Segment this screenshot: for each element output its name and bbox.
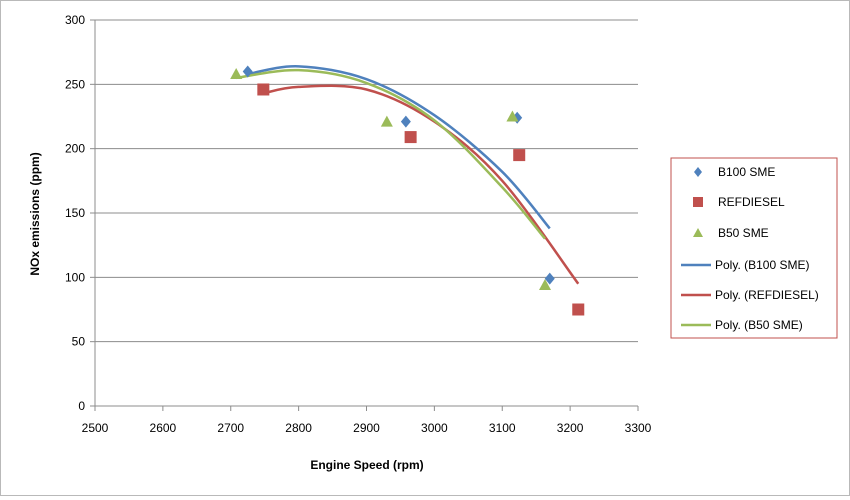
y-axis-title: NOx emissions (ppm) bbox=[28, 152, 42, 275]
y-tick-label-150: 150 bbox=[65, 206, 85, 220]
data-point-series3-3 bbox=[506, 110, 519, 122]
data-point-series2-3 bbox=[513, 149, 526, 162]
x-tick-label-3100: 3100 bbox=[489, 421, 516, 435]
data-point-series3-2 bbox=[380, 115, 393, 127]
legend-marker-1 bbox=[694, 167, 702, 177]
data-point-series3-1 bbox=[230, 68, 243, 80]
axes: 0 50 100 150 200 250 300 2500 2600 2700 2800 2900 30… bbox=[65, 13, 652, 435]
legend-box bbox=[670, 157, 838, 339]
x-tick-label-3200: 3200 bbox=[557, 421, 584, 435]
y-tick-label-300: 300 bbox=[65, 13, 85, 27]
data-point-series2-4 bbox=[572, 303, 585, 316]
x-tick-label-3300: 3300 bbox=[625, 421, 652, 435]
y-tick-label-50: 50 bbox=[72, 335, 86, 349]
y-tick-label-0: 0 bbox=[78, 399, 85, 413]
data-points bbox=[230, 65, 585, 316]
x-tick-label-2600: 2600 bbox=[150, 421, 177, 435]
trendline-2 bbox=[263, 84, 580, 285]
x-tick-label-2900: 2900 bbox=[353, 421, 380, 435]
trendline-3 bbox=[236, 68, 546, 240]
legend-marker-3 bbox=[693, 228, 703, 237]
y-tick-label-250: 250 bbox=[65, 77, 85, 91]
data-point-series1-2 bbox=[400, 115, 411, 128]
x-tick-label-2800: 2800 bbox=[285, 421, 312, 435]
trendline-1 bbox=[247, 65, 551, 230]
y-tick-label-100: 100 bbox=[65, 270, 85, 284]
gridlines bbox=[95, 19, 638, 343]
trendlines bbox=[236, 65, 580, 285]
legend-label-1: B100 SME bbox=[718, 165, 775, 179]
legend: B100 SME REFDIESEL B50 SME Poly. (B100 SME)… bbox=[670, 157, 838, 339]
data-point-series1-1 bbox=[242, 65, 253, 78]
y-tick-label-200: 200 bbox=[65, 142, 85, 156]
data-point-series2-1 bbox=[257, 83, 270, 96]
legend-label-trend-3: Poly. (B50 SME) bbox=[715, 318, 803, 332]
legend-label-3: B50 SME bbox=[718, 226, 769, 240]
x-axis-title: Engine Speed (rpm) bbox=[310, 458, 423, 472]
data-point-series2-2 bbox=[404, 131, 417, 144]
x-tick-label-3000: 3000 bbox=[421, 421, 448, 435]
legend-label-trend-2: Poly. (REFDIESEL) bbox=[715, 288, 819, 302]
legend-label-trend-1: Poly. (B100 SME) bbox=[715, 258, 809, 272]
data-point-series1-4 bbox=[544, 272, 555, 285]
data-point-series3-4 bbox=[539, 279, 552, 291]
x-tick-label-2700: 2700 bbox=[217, 421, 244, 435]
legend-marker-2 bbox=[693, 197, 703, 207]
x-tick-label-2500: 2500 bbox=[82, 421, 109, 435]
legend-label-2: REFDIESEL bbox=[718, 195, 785, 209]
